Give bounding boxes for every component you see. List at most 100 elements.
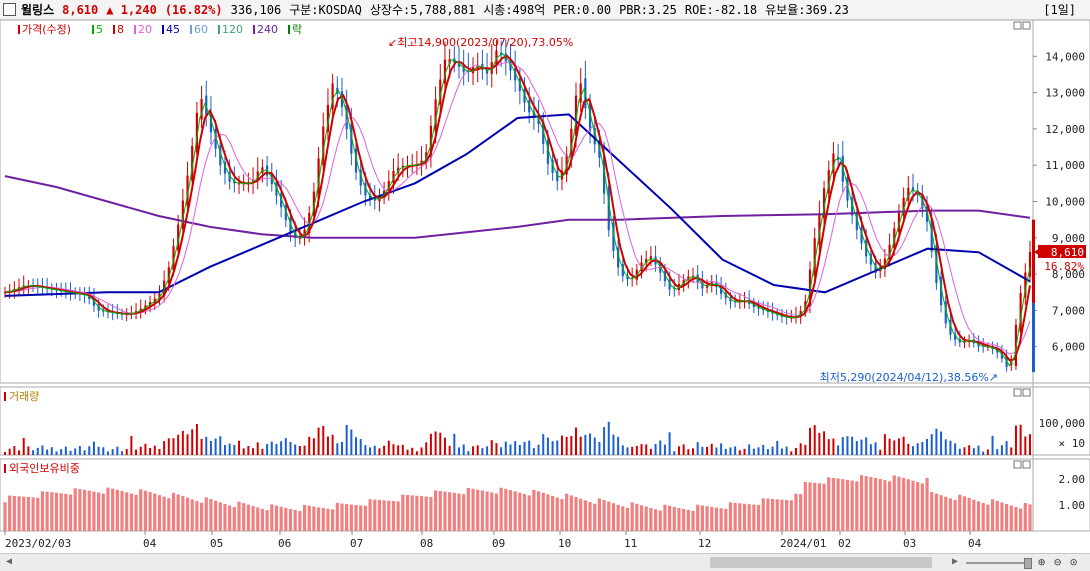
- foreign-bar: [279, 506, 283, 531]
- volume-bar: [228, 443, 231, 455]
- zoom-out-icon[interactable]: ⊖: [1054, 555, 1062, 569]
- volume-bar: [149, 448, 152, 455]
- candle-body: [3, 292, 7, 294]
- foreign-bar: [1019, 508, 1023, 531]
- volume-bar: [729, 447, 732, 455]
- foreign-bar: [433, 490, 438, 531]
- panel-minimize-icon: [1013, 460, 1022, 469]
- zoom-slider[interactable]: [966, 562, 1030, 564]
- volume-panel: [0, 386, 1090, 456]
- volume-bar: [331, 434, 334, 455]
- volume-bar: [60, 449, 63, 455]
- foreign-bar: [789, 500, 793, 531]
- volume-bar: [373, 445, 376, 455]
- foreign-bar: [831, 477, 836, 531]
- foreign-bar: [31, 497, 35, 531]
- pct-tag: 16.82%: [1044, 260, 1084, 273]
- candle-body: [893, 228, 896, 249]
- scroll-left-arrow[interactable]: ◀: [6, 556, 13, 567]
- volume-bar: [457, 447, 460, 455]
- foreign-bar: [747, 504, 751, 531]
- candle-body: [855, 212, 858, 230]
- select-checkbox[interactable]: [3, 3, 16, 16]
- foreign-bar: [780, 499, 784, 531]
- scroll-right-arrow[interactable]: ▶: [952, 556, 959, 567]
- volume-bar: [261, 448, 264, 455]
- price-tag: 8,610: [1051, 246, 1084, 259]
- candle-body: [551, 159, 554, 173]
- foreign-bar: [143, 490, 148, 531]
- volume-bar: [823, 431, 826, 455]
- ma8-line: [4, 54, 1031, 362]
- volume-bar: [846, 436, 849, 455]
- current-price: 8,610: [62, 2, 99, 17]
- volume-bar: [219, 436, 222, 455]
- volume-bar: [415, 451, 418, 455]
- candle-body: [223, 161, 227, 174]
- volume-bar: [167, 438, 170, 455]
- foreign-bar: [101, 493, 105, 531]
- foreign-bar: [719, 508, 723, 531]
- candle-body: [317, 158, 320, 199]
- volume-bar: [715, 447, 718, 455]
- period-selector[interactable]: [1일]: [1043, 3, 1076, 17]
- foreign-bar: [639, 505, 644, 531]
- volume-bar: [172, 438, 175, 455]
- volume-bar: [181, 430, 184, 455]
- foreign-bar: [316, 507, 321, 531]
- foreign-bar: [756, 504, 761, 531]
- foreign-bar: [349, 504, 353, 531]
- candle-body: [902, 197, 905, 216]
- x-tick-label: 12: [698, 537, 711, 550]
- foreign-tick: 1.00: [1059, 499, 1086, 512]
- volume-bar: [102, 447, 105, 455]
- foreign-bar: [443, 491, 447, 531]
- candle-body: [401, 165, 404, 168]
- foreign-bar: [171, 492, 176, 531]
- volume-bar: [453, 433, 456, 455]
- candle-body: [719, 285, 723, 294]
- candle-body: [607, 186, 610, 231]
- price-tag-bg: [1038, 244, 1086, 258]
- foreign-bar: [527, 495, 531, 531]
- foreign-bar: [958, 494, 962, 531]
- foreign-bar: [45, 491, 49, 531]
- volume-bar: [153, 445, 156, 455]
- volume-bar: [364, 445, 367, 455]
- foreign-bar: [841, 479, 845, 531]
- stock-chart[interactable]: 14,000 13,000 12,000 11,000 10,000 9,000 8,000…: [0, 20, 1090, 553]
- foreign-bar: [438, 491, 442, 531]
- foreign-bar: [260, 508, 265, 531]
- foreign-bar: [902, 477, 906, 531]
- zoom-reset-icon[interactable]: ⊙: [1070, 555, 1078, 569]
- foreign-bar: [555, 497, 559, 531]
- reserve-ratio: 유보율:369.23: [765, 3, 849, 17]
- candle-body: [907, 187, 910, 201]
- scrollbar-thumb[interactable]: [710, 557, 932, 568]
- foreign-bar: [536, 491, 541, 531]
- volume-bar: [481, 448, 484, 455]
- chart-scrollbar[interactable]: ◀ ▶ ⊕ ⊖ ⊙: [0, 553, 1090, 571]
- candle-body: [668, 279, 671, 290]
- ma240-line: [4, 175, 1031, 239]
- foreign-bar: [803, 481, 807, 531]
- volume-title-swatch: [4, 392, 6, 401]
- zoom-slider-knob[interactable]: [1024, 558, 1032, 569]
- foreign-bar: [476, 489, 480, 531]
- volume-bar: [865, 437, 868, 455]
- foreign-bar: [368, 499, 372, 531]
- volume-bar: [677, 446, 680, 455]
- foreign-bar: [653, 509, 658, 531]
- candle-body: [911, 187, 915, 192]
- foreign-bar: [705, 506, 709, 531]
- candle-body: [621, 264, 624, 277]
- volume-bar: [766, 449, 769, 455]
- volume-bar: [804, 444, 807, 455]
- volume-bar: [542, 434, 545, 455]
- candle-body: [514, 68, 517, 81]
- volume-bar: [88, 446, 91, 455]
- zoom-in-icon[interactable]: ⊕: [1038, 555, 1046, 569]
- foreign-bar: [471, 488, 475, 531]
- candle-body: [439, 79, 442, 105]
- foreign-bar: [396, 501, 400, 531]
